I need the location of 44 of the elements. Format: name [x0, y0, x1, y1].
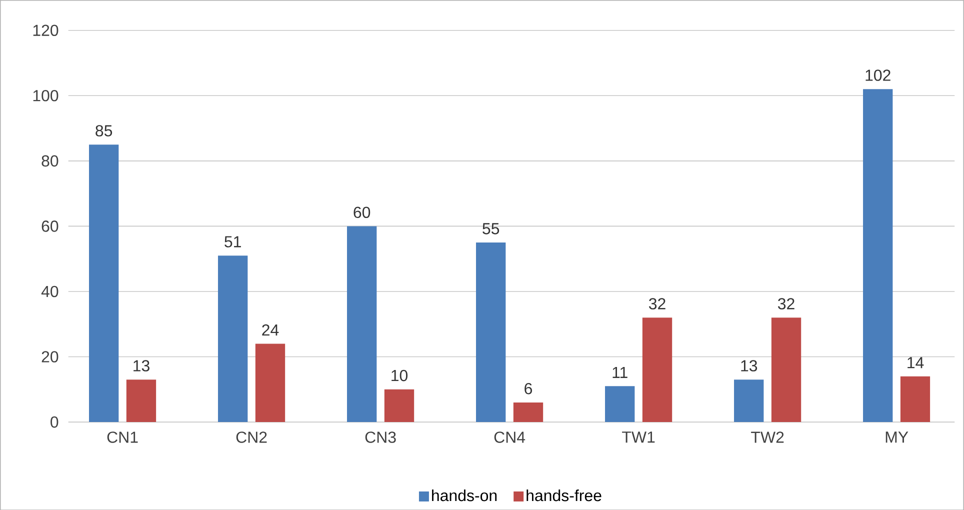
legend-label: hands-free	[526, 489, 602, 502]
data-label: 102	[866, 69, 890, 81]
x-tick-label: CN1	[107, 431, 138, 443]
bar	[513, 402, 544, 422]
data-label: 11	[612, 366, 628, 378]
y-tick-label: 80	[42, 155, 58, 166]
data-label: 10	[392, 370, 408, 382]
bar	[347, 226, 377, 422]
bar	[642, 317, 672, 422]
y-tick-label: 60	[42, 220, 58, 232]
y-tick-label: 0	[50, 416, 58, 428]
x-tick-label: CN2	[236, 431, 267, 443]
bar	[734, 379, 764, 422]
data-label: 32	[648, 298, 666, 310]
legend-label: hands-on	[432, 489, 497, 502]
bar	[476, 242, 506, 422]
data-label: 24	[262, 324, 279, 336]
x-tick-label: CN4	[494, 431, 526, 443]
x-tick-label: MY	[886, 431, 908, 442]
y-tick-label: 20	[42, 350, 58, 362]
x-tick-label: TW1	[622, 431, 655, 442]
y-tick-label: 100	[33, 90, 58, 102]
bar	[126, 379, 156, 422]
x-tick-label: CN3	[365, 431, 396, 443]
bar	[88, 144, 119, 422]
data-label: 14	[908, 356, 924, 368]
x-tick-label: TW2	[751, 431, 784, 443]
bar	[863, 88, 893, 422]
bar	[218, 255, 248, 422]
data-label: 32	[778, 298, 794, 310]
bar	[771, 317, 802, 422]
data-label: 85	[96, 124, 112, 136]
data-label: 13	[134, 360, 150, 372]
data-label: 6	[524, 382, 532, 394]
bar	[255, 344, 286, 422]
y-tick-label: 120	[33, 24, 58, 36]
data-label: 55	[482, 222, 500, 234]
bar	[900, 376, 930, 422]
y-tick-label: 40	[41, 286, 58, 297]
data-label: 60	[354, 206, 370, 218]
data-label: 13	[741, 360, 758, 372]
data-label: 51	[224, 236, 241, 248]
bar	[605, 386, 635, 422]
bar	[384, 389, 414, 422]
